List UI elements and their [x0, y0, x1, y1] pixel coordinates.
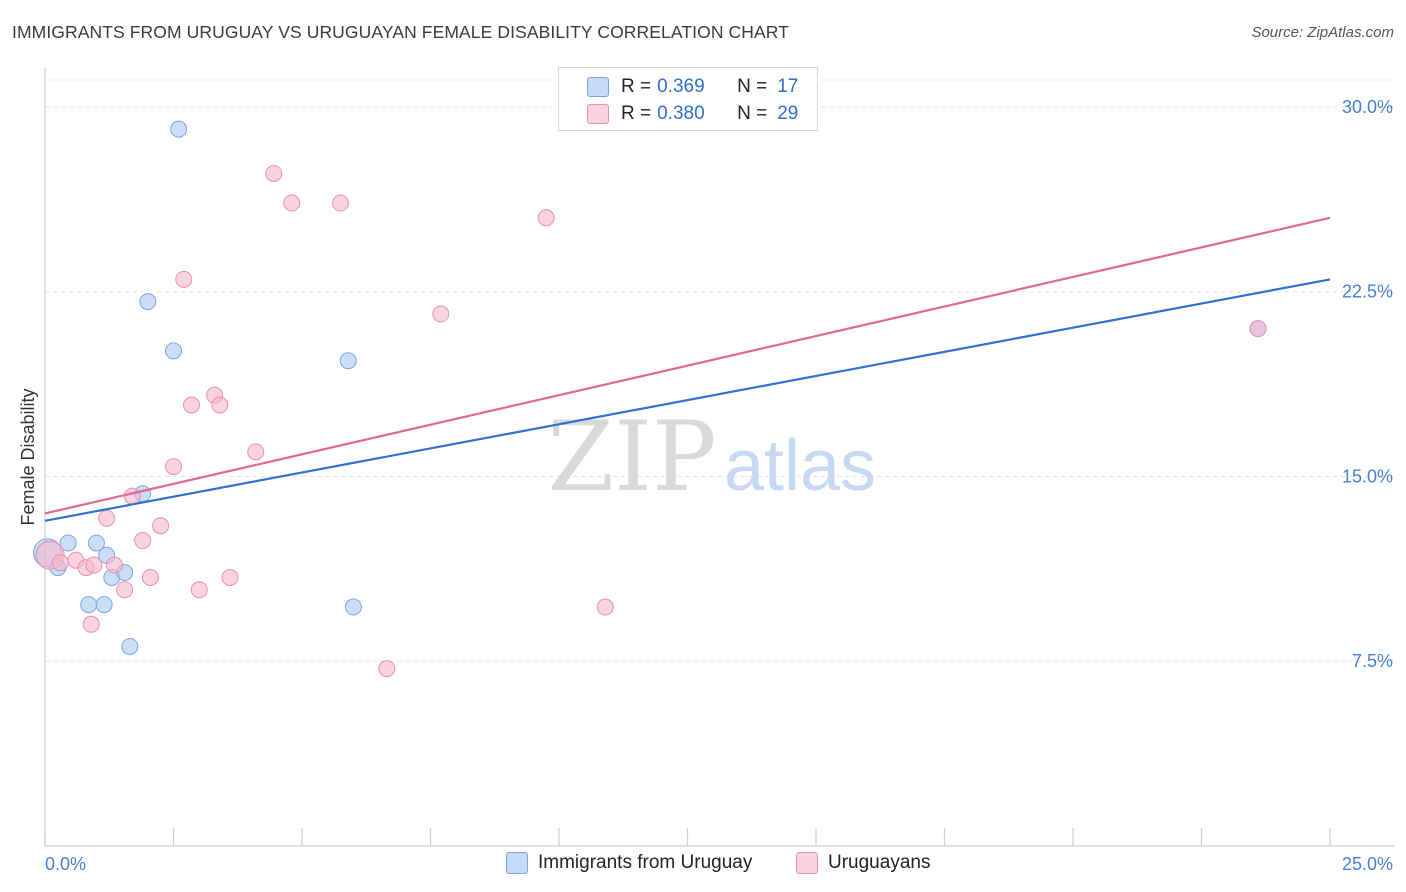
point-immigrants — [139, 293, 157, 311]
point-immigrants — [95, 596, 113, 614]
point-uruguayans — [141, 568, 159, 586]
point-uruguayans — [116, 581, 134, 599]
y-tick-label: 22.5% — [1342, 282, 1393, 302]
bottom-legend-label-immigrants: Immigrants from Uruguay — [538, 852, 753, 873]
point-uruguayans — [332, 194, 350, 212]
legend-r-label: R = — [621, 103, 652, 124]
point-immigrants — [121, 637, 139, 655]
point-immigrants — [80, 596, 98, 614]
point-uruguayans — [211, 396, 229, 414]
y-tick-label: 30.0% — [1342, 97, 1393, 117]
watermark-zip: ZIP — [547, 401, 716, 513]
x-tick-label: 25.0% — [1342, 854, 1393, 874]
trend-lines — [44, 216, 1331, 522]
legend-r-label: R = — [621, 76, 652, 97]
point-uruguayans — [182, 396, 200, 414]
legend-row-uruguayans: R = 0.380 N = 29 — [559, 101, 798, 127]
x-tick-label: 0.0% — [45, 854, 86, 874]
legend-n-value: 17 — [777, 76, 799, 97]
bottom-legend-swatch-pink — [796, 852, 818, 874]
axes — [44, 68, 1395, 847]
tick-labels: 7.5% 15.0% 22.5% 30.0% 0.0% 25.0% — [45, 97, 1393, 874]
point-immigrants — [59, 534, 77, 552]
point-immigrants — [165, 342, 182, 360]
point-immigrants — [344, 598, 362, 616]
point-uruguayans — [152, 517, 170, 535]
point-uruguayans — [105, 556, 123, 574]
trend-line-uruguayans — [44, 216, 1331, 515]
point-uruguayans — [537, 209, 555, 227]
point-immigrants — [170, 120, 188, 138]
legend-swatch-pink — [587, 104, 609, 124]
chart-title: IMMIGRANTS FROM URUGUAY VS URUGUAYAN FEM… — [12, 22, 789, 42]
point-immigrants — [339, 352, 357, 370]
point-uruguayans — [283, 194, 301, 212]
point-uruguayans — [190, 581, 208, 599]
y-tick-label: 7.5% — [1352, 651, 1393, 671]
point-uruguayans — [123, 487, 141, 505]
point-uruguayans — [221, 568, 239, 586]
point-uruguayans — [85, 556, 103, 574]
point-uruguayans — [378, 660, 396, 678]
point-uruguayans — [51, 554, 69, 572]
watermark-atlas: atlas — [724, 426, 876, 506]
correlation-legend: R = 0.369 N = 17 R = 0.380 N = 29 — [558, 67, 818, 131]
grid-lines — [45, 79, 1395, 662]
point-uruguayans — [265, 164, 283, 182]
trend-line-immigrants — [44, 278, 1331, 522]
data-points — [33, 120, 1267, 678]
legend-r-value: 0.380 — [657, 103, 705, 124]
point-uruguayans — [82, 615, 100, 633]
point-uruguayans — [175, 270, 193, 288]
legend-row-immigrants: R = 0.369 N = 17 — [559, 74, 798, 100]
bottom-legend-label-uruguayans: Uruguayans — [828, 852, 931, 873]
watermark: ZIP atlas — [547, 401, 876, 513]
bottom-legend-uruguayans: Uruguayans — [796, 852, 930, 874]
y-axis-label: Female Disability — [18, 388, 38, 525]
legend-n-label: N = — [737, 76, 768, 97]
point-uruguayans — [134, 532, 152, 550]
point-uruguayans — [98, 509, 116, 527]
legend-r-value: 0.369 — [657, 76, 705, 97]
point-uruguayans — [1249, 320, 1267, 338]
point-uruguayans — [165, 458, 182, 476]
point-uruguayans — [247, 443, 265, 461]
y-tick-label: 15.0% — [1342, 466, 1393, 486]
point-immigrants — [87, 534, 105, 552]
source-label: Source: ZipAtlas.com — [1251, 24, 1394, 41]
point-uruguayans — [432, 305, 450, 323]
legend-n-value: 29 — [777, 103, 799, 124]
legend-swatch-blue — [587, 77, 609, 97]
legend-n-label: N = — [737, 103, 768, 124]
point-uruguayans — [596, 598, 614, 616]
bottom-legend-immigrants: Immigrants from Uruguay — [506, 852, 752, 874]
bottom-legend-swatch-blue — [506, 852, 528, 874]
